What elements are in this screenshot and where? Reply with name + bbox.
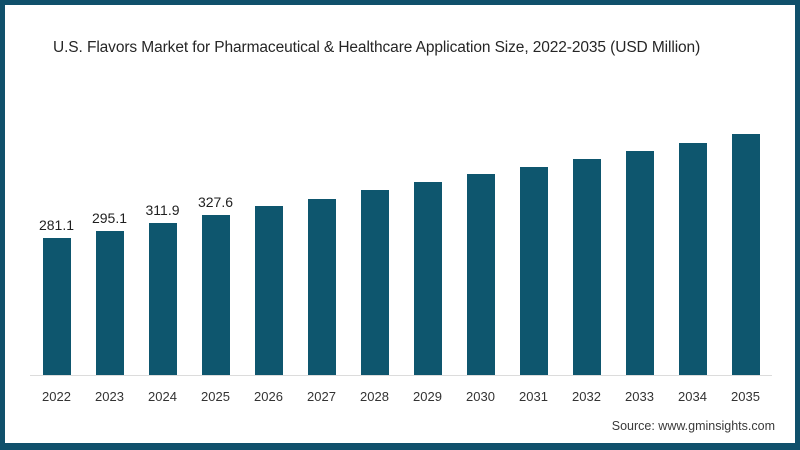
bar-slot-2030	[454, 126, 507, 375]
bar-2028	[360, 190, 389, 375]
bar-2030	[466, 174, 495, 375]
bar-2035	[731, 133, 760, 375]
x-tick-2024: 2024	[148, 389, 177, 404]
x-axis-labels: 2022 2023 2024 2025 2026 2027 2028 2029 2030 2031…	[30, 389, 772, 404]
bar-2034	[678, 142, 707, 375]
x-tick-2028: 2028	[360, 389, 389, 404]
bar-slot-2033	[613, 126, 666, 375]
bar-slot-2029	[401, 126, 454, 375]
source-note: Source: www.gminsights.com	[611, 419, 775, 433]
x-tick-2022: 2022	[42, 389, 71, 404]
bar-2027	[307, 198, 336, 375]
x-tick-2031: 2031	[519, 389, 548, 404]
bar-value-label-2025: 327.6	[197, 194, 234, 211]
bar-slot-2022: 281.1	[30, 126, 83, 375]
bar-slot-2035	[719, 126, 772, 375]
bar-value-label-2023: 295.1	[91, 209, 128, 226]
bar-slot-2032	[560, 126, 613, 375]
bar-2031	[519, 167, 548, 375]
x-tick-2027: 2027	[307, 389, 336, 404]
bar-value-label-2024: 311.9	[145, 201, 180, 218]
bar-slot-2028	[348, 126, 401, 375]
bar-value-label-2022: 281.1	[38, 216, 75, 233]
x-tick-2032: 2032	[572, 389, 601, 404]
chart-title: U.S. Flavors Market for Pharmaceutical &…	[53, 39, 701, 56]
bar-slot-2026	[242, 126, 295, 375]
bar-2029	[413, 182, 442, 375]
bar-slot-2023: 295.1	[83, 126, 136, 375]
x-tick-2025: 2025	[201, 389, 230, 404]
bar-2026	[254, 205, 283, 375]
bar-2022	[42, 237, 71, 375]
bar-2023	[95, 230, 124, 375]
bar-slot-2027	[295, 126, 348, 375]
bar-2025	[201, 215, 230, 375]
x-tick-2026: 2026	[254, 389, 283, 404]
x-tick-2030: 2030	[466, 389, 495, 404]
bar-slot-2031	[507, 126, 560, 375]
x-tick-2029: 2029	[413, 389, 442, 404]
bar-2024	[148, 222, 177, 375]
x-tick-2023: 2023	[95, 389, 124, 404]
bar-slot-2034	[666, 126, 719, 375]
bar-slot-2024: 311.9	[136, 126, 189, 375]
x-tick-2033: 2033	[625, 389, 654, 404]
bar-2032	[572, 158, 601, 375]
bar-slot-2025: 327.6	[189, 126, 242, 375]
x-tick-2035: 2035	[731, 389, 760, 404]
plot-area: 281.1 295.1 311.9 327.6	[30, 126, 772, 376]
x-tick-2034: 2034	[678, 389, 707, 404]
bar-2033	[625, 150, 654, 375]
